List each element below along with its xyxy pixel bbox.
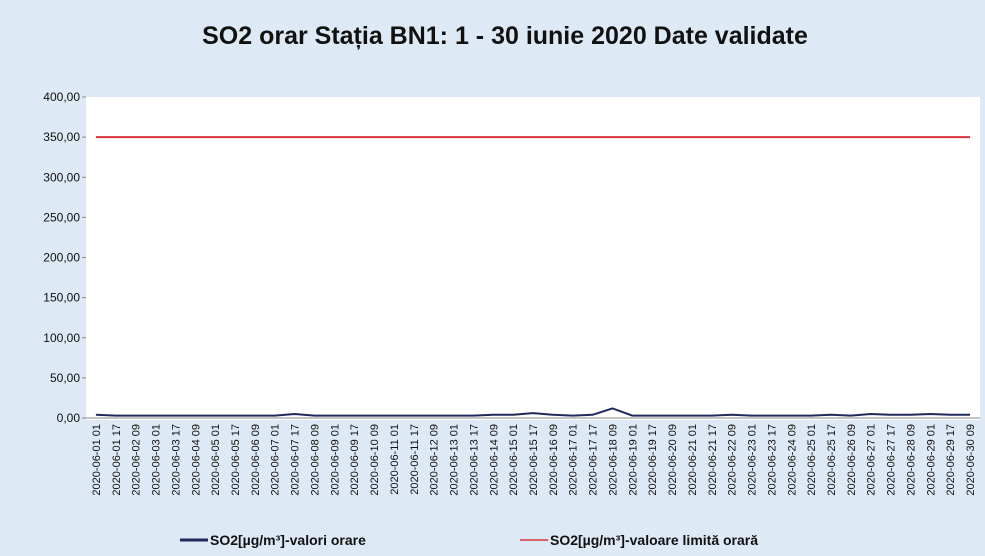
x-tick-label: 2020-06-11 17 [409,424,421,495]
series-line [95,407,971,417]
x-tick-label: 2020-06-17 01 [568,424,580,496]
x-tick-label: 2020-06-11 01 [389,424,401,495]
x-tick-label: 2020-06-29 17 [945,424,957,496]
x-tick-label: 2020-06-16 09 [548,424,560,496]
x-tick-label: 2020-06-15 17 [528,424,540,496]
y-tick-label: 0,00 [57,411,81,425]
x-tick-label: 2020-06-06 09 [250,424,262,496]
x-tick-label: 2020-06-26 09 [846,424,858,496]
y-tick-label: 200,00 [43,251,80,265]
x-tick-label: 2020-06-20 09 [667,424,679,496]
x-tick-label: 2020-06-07 01 [270,424,282,496]
x-tick-label: 2020-06-14 09 [488,424,500,496]
x-tick-label: 2020-06-09 01 [329,424,341,496]
x-tick-label: 2020-06-01 01 [91,424,103,496]
x-tick-label: 2020-06-08 09 [309,424,321,496]
x-tick-label: 2020-06-13 01 [449,424,461,496]
x-tick-label: 2020-06-03 01 [151,424,163,496]
chart-title: SO2 orar Stația BN1: 1 - 30 iunie 2020 D… [202,22,808,50]
x-tick-label: 2020-06-23 01 [747,424,759,496]
x-tick-label: 2020-06-01 17 [111,424,123,496]
y-tick-label: 300,00 [43,170,80,184]
y-tick-label: 100,00 [43,331,80,345]
x-tick-label: 2020-06-05 01 [210,424,222,496]
x-tick-label: 2020-06-10 09 [369,424,381,496]
x-tick-label: 2020-06-13 17 [468,424,480,496]
x-tick-label: 2020-06-23 17 [766,424,778,496]
x-tick-label: 2020-06-07 17 [290,424,302,496]
y-tick-label: 400,00 [43,90,80,104]
x-tick-label: 2020-06-19 01 [627,424,639,496]
legend-label: SO2[µg/m³]-valori orare [210,532,366,548]
x-tick-label: 2020-06-18 09 [607,424,619,496]
plot-area [86,97,980,420]
x-tick-label: 2020-06-03 17 [170,424,182,496]
x-tick-label: 2020-06-27 17 [886,424,898,496]
x-tick-label: 2020-06-21 17 [707,424,719,496]
x-tick-label: 2020-06-12 09 [429,424,441,496]
x-tick-label: 2020-06-29 01 [925,424,937,496]
x-tick-label: 2020-06-27 01 [866,424,878,496]
x-tick-label: 2020-06-25 01 [806,424,818,496]
y-tick-label: 150,00 [43,291,80,305]
legend-label: SO2[µg/m³]-valoare limită orară [550,532,758,548]
x-tick-label: 2020-06-21 01 [687,424,699,496]
x-tick-label: 2020-06-22 09 [727,424,739,496]
x-tick-label: 2020-06-17 17 [588,424,600,496]
x-tick-label: 2020-06-15 01 [508,424,520,496]
x-tick-label: 2020-06-24 09 [786,424,798,496]
x-tick-label: 2020-06-04 09 [190,424,202,496]
x-tick-label: 2020-06-28 09 [905,424,917,496]
x-tick-label: 2020-06-30 09 [965,424,977,496]
x-tick-label: 2020-06-05 17 [230,424,242,496]
y-tick-label: 50,00 [50,371,80,385]
x-tick-label: 2020-06-19 17 [647,424,659,496]
y-tick-label: 250,00 [43,210,80,224]
y-tick-label: 350,00 [43,130,80,144]
x-tick-label: 2020-06-25 17 [826,424,838,496]
x-tick-label: 2020-06-09 17 [349,424,361,496]
x-tick-label: 2020-06-02 09 [131,424,143,496]
